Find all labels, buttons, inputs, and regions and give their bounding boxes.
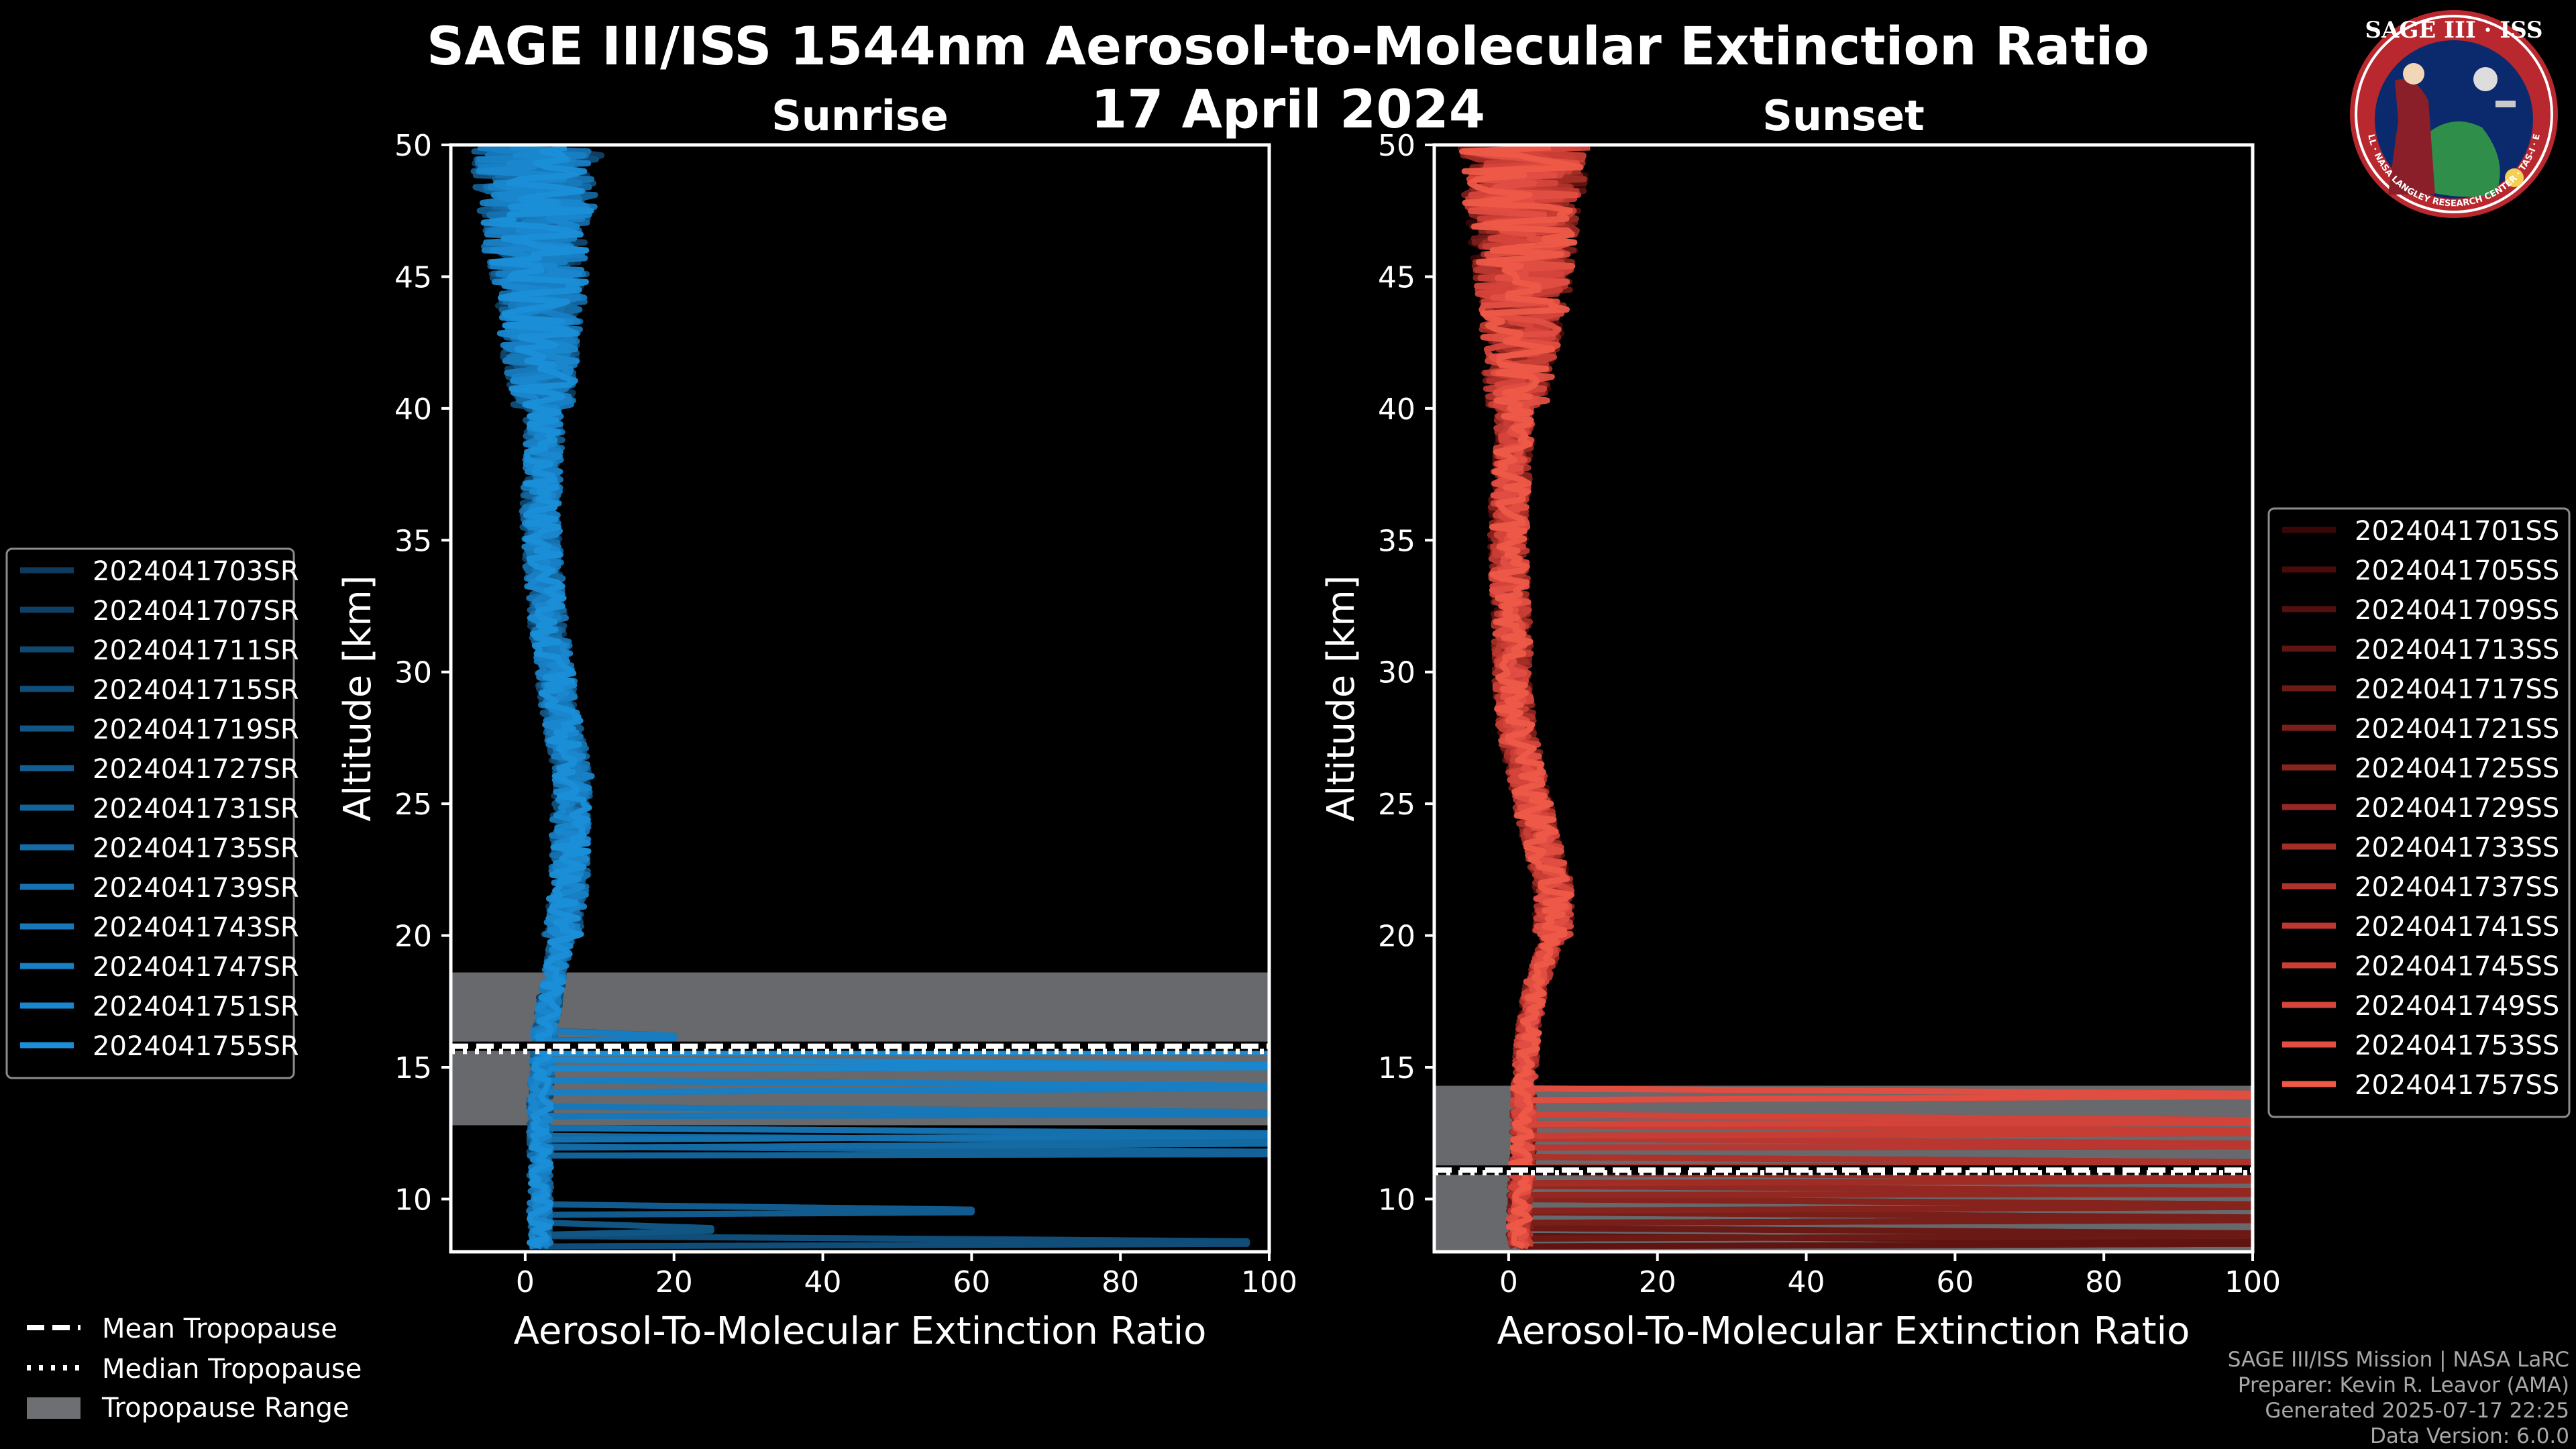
series-line-2024041757SS <box>1459 145 1584 1250</box>
logo-station-icon <box>2496 101 2516 107</box>
y-tick-label-35: 35 <box>1378 524 1415 558</box>
credits: SAGE III/ISS Mission | NASA LaRC Prepare… <box>2228 1348 2569 1448</box>
legend-label-2024041743SR: 2024041743SR <box>93 912 299 943</box>
legend-label-2024041741SS: 2024041741SS <box>2355 912 2559 943</box>
y-axis-label: Altitude [km] <box>336 575 380 821</box>
figure-date: 17 April 2024 <box>1091 80 1485 140</box>
y-tick-label-15: 15 <box>1378 1051 1415 1085</box>
legend-label-2024041719SR: 2024041719SR <box>93 714 299 745</box>
logo-title: SAGE III · ISS <box>2365 17 2542 44</box>
legend-label-2024041731SR: 2024041731SR <box>93 794 299 824</box>
panel-title: Sunrise <box>771 91 949 140</box>
figure-title: SAGE III/ISS 1544nm Aerosol-to-Molecular… <box>427 17 2149 77</box>
x-tick-label-60: 60 <box>1936 1265 1974 1299</box>
x-tick-label-60: 60 <box>953 1265 990 1299</box>
legend-label-2024041737SS: 2024041737SS <box>2355 872 2559 903</box>
legend-label-2024041713SS: 2024041713SS <box>2355 635 2559 665</box>
legend-label-2024041733SS: 2024041733SS <box>2355 833 2559 863</box>
y-tick-label-15: 15 <box>394 1051 432 1085</box>
legend-label-2024041717SS: 2024041717SS <box>2355 674 2559 705</box>
legend-label-2024041735SR: 2024041735SR <box>93 833 299 864</box>
x-tick-label-100: 100 <box>2224 1265 2281 1299</box>
legend-label-2024041711SR: 2024041711SR <box>93 635 299 666</box>
y-tick-label-50: 50 <box>394 129 432 163</box>
y-tick-label-10: 10 <box>394 1183 432 1217</box>
legend-label-2024041721SS: 2024041721SS <box>2355 714 2559 745</box>
x-tick-label-20: 20 <box>1639 1265 1676 1299</box>
y-tick-label-30: 30 <box>1378 656 1415 690</box>
legend-label-2024041703SR: 2024041703SR <box>93 556 299 587</box>
legend-label-2024041725SS: 2024041725SS <box>2355 753 2559 784</box>
x-tick-label-40: 40 <box>1788 1265 1825 1299</box>
series-line-2024041755SR <box>480 145 1269 1250</box>
median-tropopause-label: Median Tropopause <box>102 1354 362 1385</box>
legend-label-2024041739SR: 2024041739SR <box>93 873 299 904</box>
y-tick-label-50: 50 <box>1378 129 1415 163</box>
legend-label-2024041715SR: 2024041715SR <box>93 675 299 706</box>
y-tick-label-40: 40 <box>1378 392 1415 427</box>
credit-mission: SAGE III/ISS Mission | NASA LaRC <box>2228 1348 2569 1372</box>
tropopause-range-swatch <box>27 1397 80 1419</box>
logo-sun-icon <box>2505 168 2524 187</box>
x-tick-label-20: 20 <box>655 1265 693 1299</box>
tropopause-legend: Mean Tropopause Median Tropopause Tropop… <box>27 1313 362 1424</box>
x-tick-label-80: 80 <box>1102 1265 1139 1299</box>
x-tick-label-0: 0 <box>516 1265 535 1299</box>
x-axis-label: Aerosol-To-Molecular Extinction Ratio <box>1497 1309 2190 1353</box>
plot-content <box>451 145 1269 1250</box>
y-tick-label-25: 25 <box>1378 788 1415 822</box>
legend-label-2024041757SS: 2024041757SS <box>2355 1070 2559 1101</box>
plot-frame <box>449 143 1271 1254</box>
legend-label-2024041701SS: 2024041701SS <box>2355 516 2559 547</box>
credit-generated: Generated 2025-07-17 22:25 <box>2265 1399 2569 1423</box>
x-tick-label-100: 100 <box>1241 1265 1297 1299</box>
y-tick-label-25: 25 <box>394 788 432 822</box>
plot-frame <box>1432 143 2255 1254</box>
y-tick-label-30: 30 <box>394 656 432 690</box>
y-tick-label-20: 20 <box>394 920 432 954</box>
legend-label-2024041747SR: 2024041747SR <box>93 952 299 983</box>
y-tick-label-20: 20 <box>1378 920 1415 954</box>
mean-tropopause-label: Mean Tropopause <box>102 1313 337 1344</box>
legend-label-2024041745SS: 2024041745SS <box>2355 951 2559 982</box>
logo-moon-icon <box>2473 67 2498 91</box>
y-tick-label-10: 10 <box>1378 1183 1415 1217</box>
y-tick-label-35: 35 <box>394 524 432 558</box>
y-axis-label: Altitude [km] <box>1320 575 1363 821</box>
tropopause-range-label: Tropopause Range <box>101 1393 350 1424</box>
y-tick-label-45: 45 <box>1378 260 1415 294</box>
legend-label-2024041751SR: 2024041751SR <box>93 991 299 1022</box>
sunset-legend: 2024041701SS 2024041705SS 2024041709SS 2024… <box>2267 507 2571 1118</box>
x-axis-label: Aerosol-To-Molecular Extinction Ratio <box>514 1309 1207 1353</box>
plot-area <box>1434 145 2253 1252</box>
legend-label-2024041707SR: 2024041707SR <box>93 596 299 627</box>
sunrise-panel: 0 20 40 60 80 100 10 15 20 25 30 35 40 45 50 Aerosol-To… <box>336 91 1297 1353</box>
legend-label-2024041729SS: 2024041729SS <box>2355 793 2559 824</box>
sunset-panel: 0 20 40 60 80 100 10 15 20 25 30 35 40 45 50 Aerosol-To… <box>1320 91 2281 1353</box>
legend-label-2024041709SS: 2024041709SS <box>2355 595 2559 626</box>
credit-preparer: Preparer: Kevin R. Leavor (AMA) <box>2238 1373 2569 1397</box>
logo-wizard-face-icon <box>2403 63 2424 85</box>
legend-label-2024041705SS: 2024041705SS <box>2355 555 2559 586</box>
legend-label-2024041749SS: 2024041749SS <box>2355 991 2559 1022</box>
panel-title: Sunset <box>1762 91 1925 140</box>
x-tick-label-40: 40 <box>804 1265 842 1299</box>
credit-data-version: Data Version: 6.0.0 <box>2370 1424 2569 1448</box>
legend-label-2024041727SR: 2024041727SR <box>93 754 299 785</box>
legend-label-2024041755SR: 2024041755SR <box>93 1031 299 1062</box>
plot-content <box>1434 145 2253 1252</box>
legend-label-2024041753SS: 2024041753SS <box>2355 1030 2559 1061</box>
sunrise-legend: 2024041703SR 2024041707SR 2024041711SR 2024… <box>5 547 299 1079</box>
legend-box <box>5 547 295 1079</box>
x-tick-label-0: 0 <box>1499 1265 1518 1299</box>
x-tick-label-80: 80 <box>2085 1265 2123 1299</box>
logo-ring-stroke <box>2355 15 2553 213</box>
y-tick-label-40: 40 <box>394 392 432 427</box>
y-tick-label-45: 45 <box>394 260 432 294</box>
logo-wizard-robe-icon <box>2388 79 2435 195</box>
legend-box <box>2267 507 2571 1118</box>
